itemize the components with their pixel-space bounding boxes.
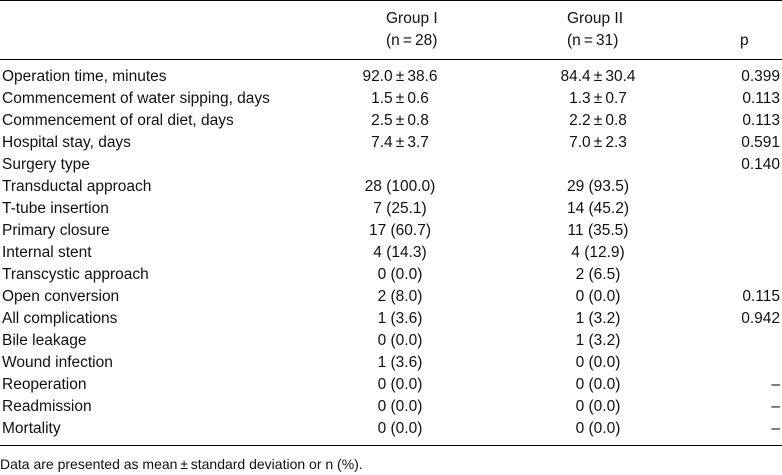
table-row: Open conversion 2 (8.0) 0 (0.0) 0.115 — [0, 286, 782, 308]
row-label: Bile leakage — [2, 332, 87, 349]
row-label: Reoperation — [2, 376, 87, 393]
row-label: All complications — [2, 310, 118, 327]
group1-value: 28 (100.0) — [364, 178, 436, 195]
p-value: 0.591 — [741, 134, 780, 151]
group2-value: 14 (45.2) — [566, 200, 630, 217]
table-row: Surgery type 0.140 — [0, 154, 782, 176]
table-row: Reoperation 0 (0.0) 0 (0.0) – — [0, 374, 782, 396]
row-label: Operation time, minutes — [2, 68, 167, 85]
group1-header: Group I (n = 28) — [386, 8, 438, 52]
table-row: Commencement of water sipping, days 1.5 ±… — [0, 88, 782, 110]
group2-value: 29 (93.5) — [566, 178, 630, 195]
group1-name: Group I — [386, 10, 438, 27]
table-row: Wound infection 1 (3.6) 0 (0.0) — [0, 352, 782, 374]
group1-value: 0 (0.0) — [377, 266, 423, 283]
row-label: Transductal approach — [2, 178, 152, 195]
group2-value: 2 (6.5) — [575, 266, 621, 283]
row-label: Mortality — [2, 420, 61, 437]
table-row: T-tube insertion 7 (25.1) 14 (45.2) — [0, 198, 782, 220]
row-label: Primary closure — [2, 222, 110, 239]
group2-value: 0 (0.0) — [575, 420, 621, 437]
group2-name: Group II — [567, 10, 623, 27]
group1-value: 92.0 ± 38.6 — [362, 68, 438, 85]
row-label: Readmission — [2, 398, 92, 415]
row-label: T-tube insertion — [2, 200, 109, 217]
group2-header: Group II (n = 31) — [567, 8, 623, 52]
group1-value: 2 (8.0) — [377, 288, 423, 305]
p-value: 0.942 — [741, 310, 780, 327]
group2-value: 11 (35.5) — [567, 222, 629, 239]
group1-value: 0 (0.0) — [377, 376, 423, 393]
group2-value: 1 (3.2) — [575, 332, 621, 349]
group1-value: 4 (14.3) — [373, 244, 427, 261]
row-label: Commencement of water sipping, days — [2, 90, 270, 107]
table-row: Transcystic approach 0 (0.0) 2 (6.5) — [0, 264, 782, 286]
group2-value: 0 (0.0) — [575, 398, 621, 415]
group2-value: 1.3 ± 0.7 — [569, 90, 627, 107]
table-bottom-rule — [0, 445, 782, 447]
table-row: Mortality 0 (0.0) 0 (0.0) – — [0, 418, 782, 440]
table-row: Primary closure 17 (60.7) 11 (35.5) — [0, 220, 782, 242]
group1-value: 7 (25.1) — [373, 200, 427, 217]
row-label: Open conversion — [2, 288, 120, 305]
group1-value: 1.5 ± 0.6 — [371, 90, 429, 107]
table-row: Readmission 0 (0.0) 0 (0.0) – — [0, 396, 782, 418]
p-value: 0.399 — [741, 68, 780, 85]
table-row: Hospital stay, days 7.4 ± 3.7 7.0 ± 2.3 0.5… — [0, 132, 782, 154]
group1-value: 7.4 ± 3.7 — [371, 134, 429, 151]
table-row: Commencement of oral diet, days 2.5 ± 0.8… — [0, 110, 782, 132]
group1-value: 2.5 ± 0.8 — [371, 112, 429, 129]
table-footnote: Data are presented as mean ± standard de… — [0, 456, 363, 472]
row-label: Commencement of oral diet, days — [2, 112, 234, 129]
group2-value: 0 (0.0) — [575, 376, 621, 393]
p-value: 0.113 — [742, 90, 780, 107]
group1-value: 0 (0.0) — [377, 420, 423, 437]
group2-value: 4 (12.9) — [571, 244, 625, 261]
row-label: Transcystic approach — [2, 266, 149, 283]
group1-count: (n = 28) — [386, 32, 438, 49]
p-value: – — [771, 398, 780, 415]
group2-value: 0 (0.0) — [575, 354, 621, 371]
row-label: Wound infection — [2, 354, 113, 371]
group2-count: (n = 31) — [567, 32, 619, 49]
group1-value: 0 (0.0) — [377, 332, 423, 349]
table-row: Bile leakage 0 (0.0) 1 (3.2) — [0, 330, 782, 352]
table-body: Operation time, minutes 92.0 ± 38.6 84.4 ±… — [0, 66, 782, 440]
table-row: Transductal approach 28 (100.0) 29 (93.5) — [0, 176, 782, 198]
table-row: Operation time, minutes 92.0 ± 38.6 84.4 ±… — [0, 66, 782, 88]
group1-value: 17 (60.7) — [368, 222, 432, 239]
table-row: All complications 1 (3.6) 1 (3.2) 0.942 — [0, 308, 782, 330]
group1-value: 1 (3.6) — [377, 354, 423, 371]
group2-value: 2.2 ± 0.8 — [569, 112, 627, 129]
row-label: Surgery type — [2, 156, 90, 173]
group2-value: 7.0 ± 2.3 — [569, 134, 627, 151]
row-label: Internal stent — [2, 244, 92, 261]
p-value-header: p — [740, 32, 749, 49]
group1-value: 0 (0.0) — [377, 398, 423, 415]
group2-value: 1 (3.2) — [575, 310, 621, 327]
group2-value: 84.4 ± 30.4 — [560, 68, 636, 85]
p-value: 0.115 — [742, 288, 780, 305]
group2-value: 0 (0.0) — [575, 288, 621, 305]
p-value: 0.113 — [742, 112, 780, 129]
p-value: – — [771, 376, 780, 393]
row-label: Hospital stay, days — [2, 134, 131, 151]
table-row: Internal stent 4 (14.3) 4 (12.9) — [0, 242, 782, 264]
group1-value: 1 (3.6) — [377, 310, 423, 327]
table-top-rule — [0, 0, 782, 2]
p-value: 0.140 — [741, 156, 780, 173]
p-value: – — [771, 420, 780, 437]
header-rule — [0, 59, 782, 60]
